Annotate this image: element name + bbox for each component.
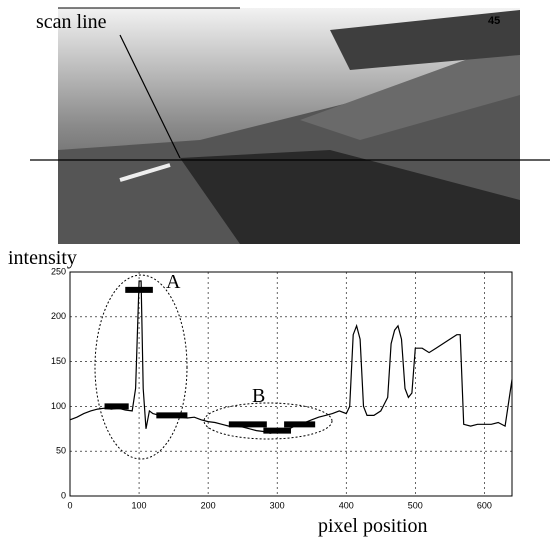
y-tick-label: 50	[56, 446, 66, 456]
x-tick-label: 200	[201, 500, 216, 510]
ellipse-b	[203, 402, 333, 440]
x-tick-label: 0	[67, 500, 72, 510]
y-tick-label: 250	[51, 266, 66, 276]
y-tick-label: 0	[61, 490, 66, 500]
annotation: A	[166, 271, 181, 293]
data-line	[69, 280, 513, 434]
x-axis-label: pixel position	[318, 515, 427, 537]
ellipse-a	[94, 274, 188, 460]
x-tick-label: 600	[477, 500, 492, 510]
x-tick-label: 100	[132, 500, 147, 510]
pointer	[119, 34, 181, 159]
annotation: B	[252, 385, 265, 407]
y-axis-label: intensity	[8, 247, 77, 269]
x-tick-label: 400	[339, 500, 354, 510]
photo	[30, 7, 550, 244]
y-tick-label: 150	[51, 356, 66, 366]
y-tick-label: 200	[51, 311, 66, 321]
counter: 45	[488, 15, 500, 27]
scan-label: scan line	[36, 11, 107, 33]
y-tick-label: 100	[51, 401, 66, 411]
x-tick-label: 300	[270, 500, 285, 510]
x-tick-label: 500	[408, 500, 423, 510]
